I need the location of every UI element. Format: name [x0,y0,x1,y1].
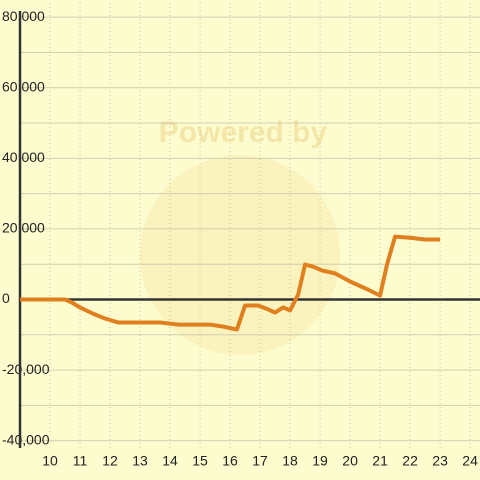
y-tick-label: 80,000 [2,8,45,24]
line [20,234,441,332]
x-tick-label: 21 [372,453,388,469]
y-tick-label: 0 [2,290,10,306]
watermark: Powered by [159,116,328,149]
x-tick-label: 13 [132,453,148,469]
x-tick-label: 11 [73,453,88,469]
x-tick-label: 15 [192,453,208,469]
y-tick-label: -20,000 [2,361,50,377]
x-tick-label: 12 [102,453,118,469]
x-tick-label: 22 [402,453,418,469]
y-tick-label: -40,000 [2,431,50,447]
x-tick-label: 24 [462,453,478,469]
y-tick-label: 20,000 [2,220,45,236]
watermark-logo [140,155,340,355]
x-tick-label: 10 [42,453,58,469]
x-tick-label: 19 [312,453,328,469]
x-tick-label: 18 [282,453,298,469]
x-tick-label: 16 [222,453,238,469]
x-tick-label: 23 [432,453,448,469]
x-tick-label: 17 [252,453,268,469]
x-tick-label: 14 [162,453,178,469]
y-tick-label: 40,000 [2,149,45,165]
y-tick-label: 60,000 [2,78,45,94]
x-tick-label: 20 [342,453,358,469]
